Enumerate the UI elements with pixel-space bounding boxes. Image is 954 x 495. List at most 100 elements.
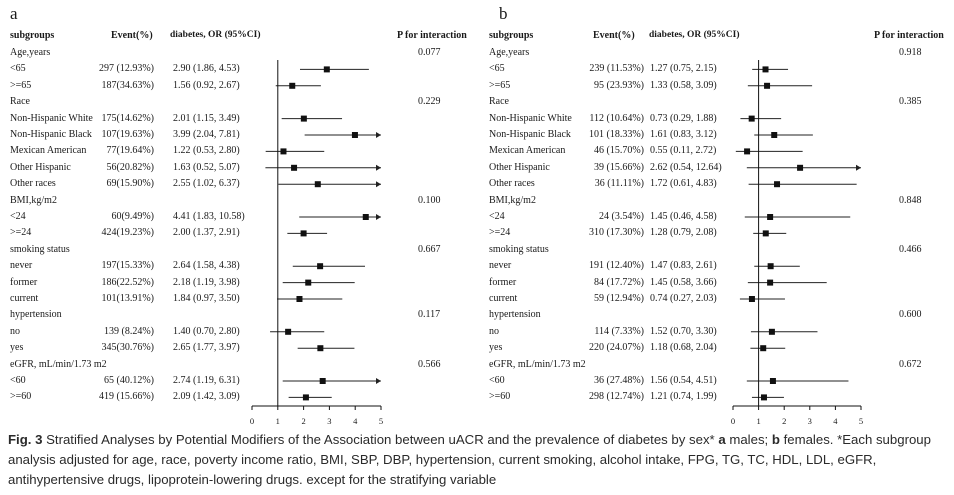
or-ci-text: 2.74 (1.19, 6.31) <box>173 375 240 386</box>
or-point <box>319 378 326 384</box>
event-count: 84 (17.72%) <box>594 276 644 288</box>
event-count: 114 (7.33%) <box>594 325 644 337</box>
or-point <box>768 328 775 335</box>
axis-tick-label: 4 <box>353 416 358 426</box>
axis-tick-label: 3 <box>327 416 332 426</box>
event-count: 220 (24.07%) <box>589 342 644 354</box>
subgroup-label: Other Hispanic <box>489 161 550 173</box>
ci-arrow <box>376 214 381 220</box>
caption-panel-a: a <box>718 432 726 447</box>
subgroup-heading: Age,years <box>489 47 530 58</box>
subgroup-heading: BMI,kg/m2 <box>10 194 57 206</box>
axis-tick-label: 5 <box>378 416 384 426</box>
ci-arrow <box>376 164 381 171</box>
axis-tick-label: 2 <box>301 416 306 426</box>
event-count: 297 (12.93%) <box>99 63 154 75</box>
subgroup-heading: eGFR, mL/min/1.73 m2 <box>489 358 586 370</box>
or-ci-text: 2.64 (1.58, 4.38) <box>173 260 240 272</box>
or-point <box>748 115 755 122</box>
or-ci-text: 1.18 (0.68, 2.04) <box>650 342 717 354</box>
ci-arrow <box>856 164 861 171</box>
or-ci-text: 1.21 (0.74, 1.99) <box>650 391 717 403</box>
or-point <box>744 148 751 155</box>
ci-arrow <box>376 378 381 384</box>
header-event: Event(%) <box>593 30 635 41</box>
p-interaction-value: 0.117 <box>418 309 441 321</box>
event-count: 175(14.62%) <box>101 112 155 124</box>
event-count: 39 (15.66%) <box>594 161 644 173</box>
header-p-interaction: P for interaction <box>397 30 467 41</box>
subgroup-label: <24 <box>489 211 505 222</box>
panel-label: b <box>499 4 508 23</box>
caption-males: males; <box>729 432 769 447</box>
or-point <box>748 296 755 302</box>
ci-arrow <box>376 181 381 188</box>
panel-a: a subgroups Event(%) diabetes, OR (95%CI… <box>0 0 477 430</box>
or-ci-text: 1.84 (0.97, 3.50) <box>173 293 240 304</box>
caption-fig-label: Fig. 3 <box>8 432 43 447</box>
or-ci-text: 0.74 (0.27, 2.03) <box>650 293 717 304</box>
subgroup-label: >=24 <box>489 227 511 239</box>
header-subgroups: subgroups <box>10 30 55 41</box>
subgroup-label: <60 <box>10 375 26 386</box>
subgroup-label: Mexican American <box>489 145 566 157</box>
event-count: 56(20.82%) <box>106 161 155 173</box>
or-ci-text: 1.40 (0.70, 2.80) <box>173 325 240 337</box>
axis-tick-label: 1 <box>275 416 280 426</box>
subgroup-label: Other races <box>10 178 56 190</box>
subgroup-label: Non-Hispanic White <box>10 112 93 124</box>
event-count: 112 (10.64%) <box>589 112 644 124</box>
or-point <box>305 279 312 286</box>
header-p-interaction: P for interaction <box>874 30 944 41</box>
subgroup-label: Mexican American <box>10 145 87 157</box>
event-count: 197(15.33%) <box>101 260 155 272</box>
event-count: 424(19.23%) <box>101 227 155 239</box>
or-ci-text: 1.72 (0.61, 4.83) <box>650 178 717 190</box>
event-count: 191 (12.40%) <box>589 260 644 272</box>
subgroup-label: former <box>10 276 38 288</box>
or-ci-text: 0.55 (0.11, 2.72) <box>650 145 717 157</box>
subgroup-label: no <box>489 325 499 337</box>
event-count: 36 (27.48%) <box>594 375 644 386</box>
event-count: 36 (11.11%) <box>594 178 644 190</box>
or-ci-text: 2.65 (1.77, 3.97) <box>173 342 240 354</box>
or-ci-text: 1.33 (0.58, 3.09) <box>650 79 717 91</box>
event-count: 77(19.64%) <box>106 145 155 157</box>
or-ci-text: 1.61 (0.83, 3.12) <box>650 129 717 140</box>
subgroup-label: <60 <box>489 375 505 386</box>
event-count: 95 (23.93%) <box>594 79 644 91</box>
or-ci-text: 1.22 (0.53, 2.80) <box>173 145 240 157</box>
axis-tick-label: 5 <box>858 416 864 426</box>
subgroup-label: >=65 <box>489 79 511 91</box>
p-interaction-value: 0.600 <box>899 309 922 321</box>
or-ci-text: 1.28 (0.79, 2.08) <box>650 227 717 239</box>
or-ci-text: 2.90 (1.86, 4.53) <box>173 63 240 75</box>
subgroup-label: Non-Hispanic White <box>489 112 572 124</box>
or-point <box>314 181 321 188</box>
or-ci-text: 4.41 (1.83, 10.58) <box>173 211 245 222</box>
subgroup-label: Non-Hispanic Black <box>489 129 571 140</box>
caption-panel-b: b <box>771 432 780 447</box>
or-point <box>797 164 804 171</box>
subgroup-label: yes <box>489 342 503 354</box>
or-ci-text: 2.55 (1.02, 6.37) <box>173 178 240 190</box>
subgroup-heading: hypertension <box>10 309 62 321</box>
p-interaction-value: 0.566 <box>418 358 441 370</box>
or-point <box>774 181 781 188</box>
or-ci-text: 2.00 (1.37, 2.91) <box>173 227 240 239</box>
event-count: 46 (15.70%) <box>594 145 644 157</box>
axis-tick-label: 1 <box>756 416 761 426</box>
event-count: 24 (3.54%) <box>599 211 644 222</box>
or-point <box>296 296 303 302</box>
or-ci-text: 1.47 (0.83, 2.61) <box>650 260 717 272</box>
or-ci-text: 1.56 (0.54, 4.51) <box>650 375 717 386</box>
panel-b: b subgroups Event(%) diabetes, OR (95%CI… <box>477 0 954 430</box>
event-count: 60(9.49%) <box>111 211 155 222</box>
or-point <box>769 378 776 384</box>
or-ci-text: 0.73 (0.29, 1.88) <box>650 112 717 124</box>
header-subgroups: subgroups <box>489 30 534 41</box>
subgroup-label: >=65 <box>10 79 32 91</box>
or-point <box>351 132 358 138</box>
p-interaction-value: 0.667 <box>418 243 441 255</box>
event-count: 107(19.63%) <box>101 129 155 140</box>
